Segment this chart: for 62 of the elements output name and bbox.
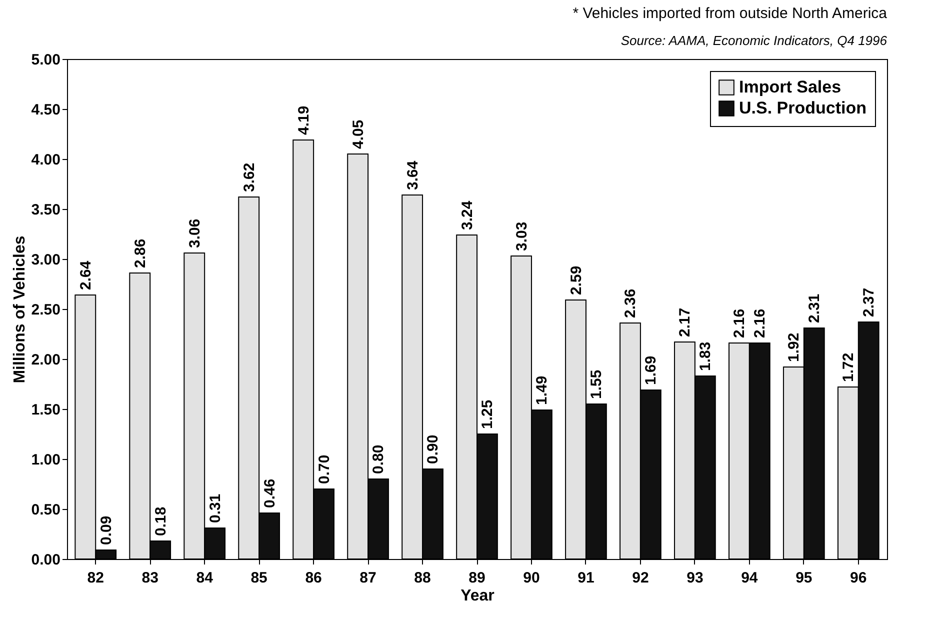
x-tick-label: 93 (686, 570, 704, 586)
source-note: Source: AAMA, Economic Indicators, Q4 1996 (620, 33, 888, 48)
y-tick-label: 1.50 (31, 402, 60, 418)
y-tick-label: 3.50 (31, 202, 60, 218)
legend-label: U.S. Production (739, 98, 866, 118)
data-label: 3.62 (240, 162, 258, 192)
data-label: 1.92 (786, 332, 803, 362)
x-tick-label: 88 (414, 570, 431, 586)
data-label: 2.59 (568, 266, 585, 295)
y-tick-label: 4.50 (31, 102, 60, 118)
data-label: 0.18 (152, 506, 170, 536)
x-tick-label: 90 (523, 570, 540, 586)
x-tick-label: 82 (87, 570, 104, 586)
x-tick-label: 83 (142, 570, 158, 586)
data-label: 2.64 (77, 260, 94, 290)
x-tick-label: 84 (196, 570, 214, 586)
data-label: 2.17 (676, 308, 694, 337)
data-label: 1.69 (642, 356, 660, 385)
x-tick-label: 87 (360, 570, 376, 586)
y-tick-label: 3.00 (31, 252, 60, 268)
data-label: 2.37 (860, 288, 878, 317)
data-label: 2.16 (731, 308, 748, 338)
data-label: 3.03 (513, 222, 530, 251)
data-label: 0.70 (316, 454, 333, 484)
data-label: 1.55 (588, 370, 606, 399)
y-axis-title: Millions of Vehicles (11, 236, 28, 384)
data-label: 0.90 (424, 434, 442, 464)
data-label: 4.05 (350, 120, 367, 149)
y-tick-label: 0.00 (31, 552, 60, 568)
data-label: 2.16 (752, 308, 769, 338)
data-label: 3.64 (404, 160, 422, 190)
data-label: 1.49 (534, 376, 551, 405)
x-tick-label: 94 (741, 570, 758, 586)
data-label: 2.31 (806, 294, 824, 323)
data-label: 0.46 (261, 478, 278, 508)
data-label: 0.80 (370, 444, 388, 474)
data-label: 3.24 (458, 200, 476, 230)
data-label: 1.72 (840, 352, 858, 382)
x-tick-label: 91 (578, 570, 594, 586)
x-tick-label: 89 (468, 570, 486, 586)
data-label: 1.83 (697, 342, 714, 371)
legend-label: Import Sales (739, 78, 842, 96)
y-tick-label: 2.00 (31, 352, 60, 368)
data-label: 3.06 (186, 218, 204, 248)
x-tick-label: 95 (796, 570, 812, 586)
y-tick-label: 4.00 (31, 152, 60, 168)
data-label: 1.25 (479, 400, 496, 429)
x-tick-label: 86 (305, 570, 322, 586)
x-tick-label: 92 (632, 570, 649, 586)
y-tick-label: 5.00 (31, 52, 60, 68)
x-axis-title: Year (460, 588, 494, 604)
y-tick-label: 2.50 (31, 302, 60, 318)
y-tick-label: 0.50 (31, 502, 60, 518)
data-label: 4.19 (295, 106, 312, 135)
data-label: 2.36 (622, 288, 640, 318)
text: * Vehicles imported from outside North America (572, 5, 888, 22)
data-label: 2.86 (132, 238, 149, 268)
data-label: 0.09 (98, 516, 115, 545)
x-tick-label: 96 (850, 570, 867, 586)
data-label: 0.31 (206, 494, 224, 523)
y-tick-label: 1.00 (31, 452, 60, 468)
x-tick-label: 85 (250, 570, 268, 586)
